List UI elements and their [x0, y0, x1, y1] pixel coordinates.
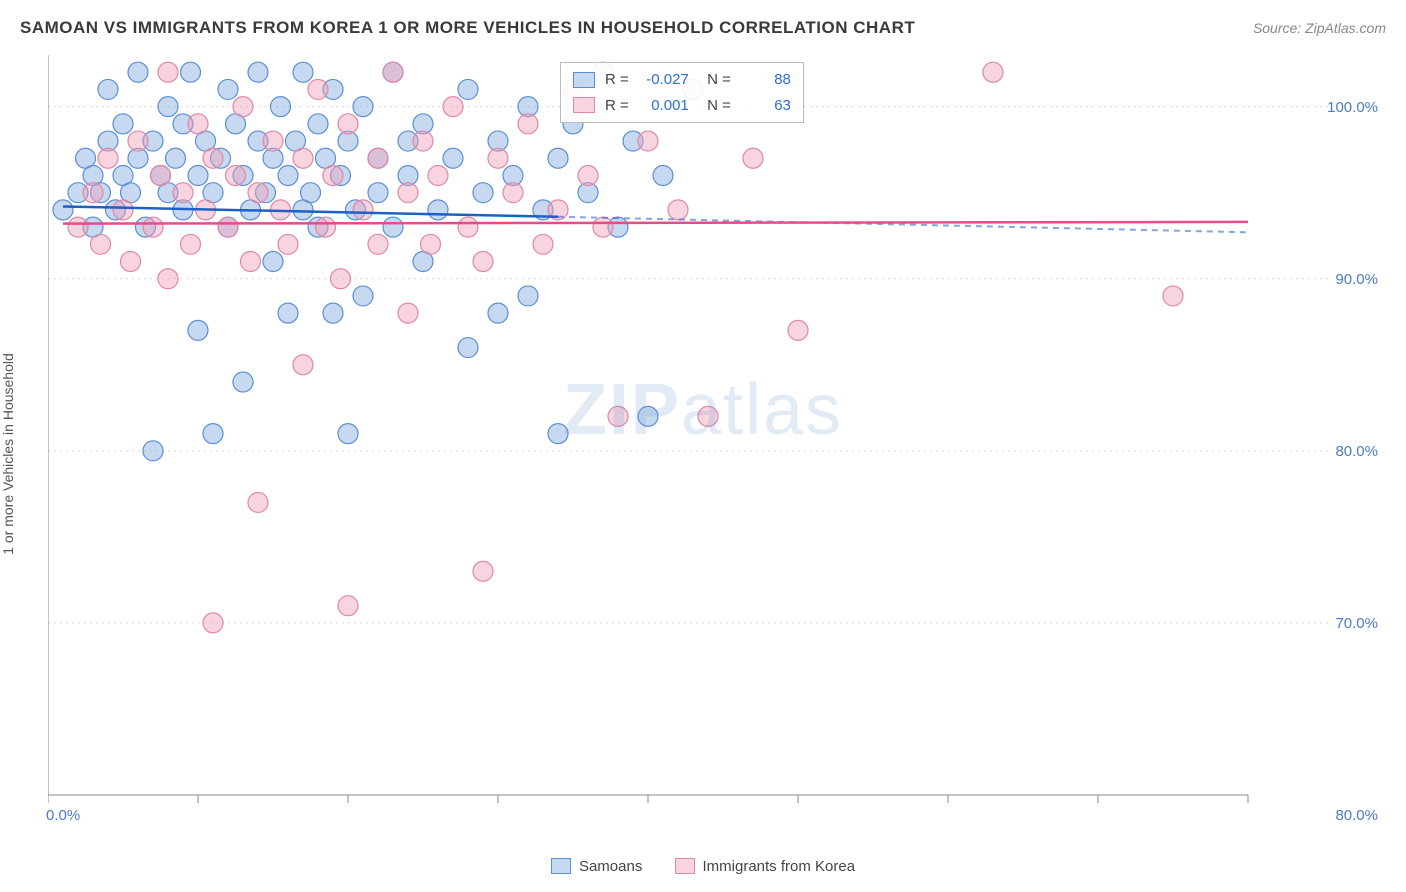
chart-container — [48, 55, 1386, 837]
legend-r-label-2: R = — [605, 93, 629, 119]
bottom-legend-label-1: Samoans — [579, 858, 642, 875]
y-tick-label: 100.0% — [1327, 99, 1378, 116]
bottom-legend-swatch-1 — [551, 858, 571, 874]
correlation-legend: R = -0.027 N = 88 R = 0.001 N = 63 — [560, 62, 804, 123]
bottom-legend-item-1: Samoans — [551, 858, 642, 875]
chart-title: SAMOAN VS IMMIGRANTS FROM KOREA 1 OR MOR… — [20, 18, 915, 38]
legend-row-1: R = -0.027 N = 88 — [573, 67, 791, 93]
legend-row-2: R = 0.001 N = 63 — [573, 93, 791, 119]
legend-n-value-2: 63 — [741, 93, 791, 119]
legend-n-value-1: 88 — [741, 67, 791, 93]
y-tick-label: 80.0% — [1335, 443, 1378, 460]
legend-r-value-1: -0.027 — [639, 67, 689, 93]
legend-swatch-1 — [573, 72, 595, 88]
legend-r-label-1: R = — [605, 67, 629, 93]
x-axis-min-label: 0.0% — [46, 807, 80, 824]
bottom-legend-item-2: Immigrants from Korea — [675, 858, 856, 875]
legend-n-label-2: N = — [699, 93, 731, 119]
x-axis-max-label: 80.0% — [1335, 807, 1378, 824]
bottom-legend-swatch-2 — [675, 858, 695, 874]
y-tick-label: 90.0% — [1335, 271, 1378, 288]
legend-r-value-2: 0.001 — [639, 93, 689, 119]
legend-swatch-2 — [573, 97, 595, 113]
bottom-legend: Samoans Immigrants from Korea — [0, 858, 1406, 879]
source-attribution: Source: ZipAtlas.com — [1253, 20, 1386, 36]
legend-n-label-1: N = — [699, 67, 731, 93]
y-axis-label: 1 or more Vehicles in Household — [0, 353, 16, 555]
bottom-legend-label-2: Immigrants from Korea — [703, 858, 856, 875]
y-tick-label: 70.0% — [1335, 615, 1378, 632]
scatter-chart-svg — [48, 55, 1328, 825]
